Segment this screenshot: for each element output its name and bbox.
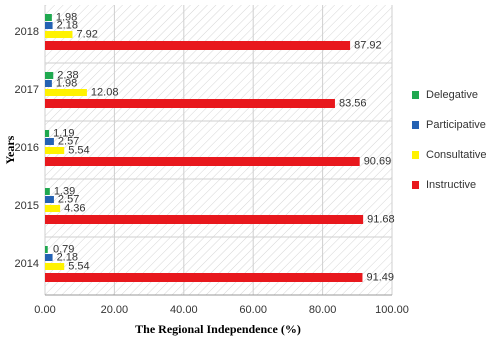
- bar: [45, 188, 50, 195]
- legend-label: Delegative: [426, 89, 478, 101]
- data-label: 2.18: [57, 251, 78, 263]
- bar: [45, 196, 54, 203]
- data-label: 1.98: [56, 77, 77, 89]
- data-label: 1.98: [56, 11, 77, 23]
- legend-label: Consultative: [426, 149, 487, 161]
- bar: [45, 31, 73, 38]
- bar: [45, 138, 54, 145]
- legend-label: Instructive: [426, 179, 476, 191]
- y-tick-label: 2017: [15, 84, 39, 96]
- data-label: 7.92: [76, 28, 97, 40]
- bar: [45, 273, 363, 282]
- bar: [45, 215, 364, 224]
- x-tick-label: 100.00: [375, 304, 409, 316]
- data-label: 2.57: [58, 193, 79, 205]
- bar: [45, 99, 335, 108]
- bar: [45, 254, 53, 261]
- data-label: 5.54: [68, 260, 89, 272]
- bar: [45, 22, 53, 29]
- legend-swatch: [412, 181, 419, 189]
- data-label: 5.54: [68, 144, 89, 156]
- data-label: 0.79: [53, 243, 74, 255]
- x-tick-label: 20.00: [101, 304, 129, 316]
- data-label: 91.68: [367, 213, 395, 225]
- plot-background: [45, 5, 392, 295]
- legend-swatch: [412, 121, 419, 129]
- y-tick-label: 2014: [15, 258, 39, 270]
- bar: [45, 263, 65, 270]
- data-label: 2.38: [57, 69, 78, 81]
- y-axis-title: Years: [3, 135, 17, 164]
- data-label: 2.57: [58, 135, 79, 147]
- bar: [45, 14, 52, 21]
- bar: [45, 147, 65, 154]
- bar: [45, 157, 360, 166]
- bar: [45, 246, 48, 253]
- legend-label: Participative: [426, 119, 486, 131]
- y-tick-label: 2018: [15, 26, 39, 38]
- x-tick-label: 80.00: [309, 304, 337, 316]
- data-label: 1.19: [53, 127, 74, 139]
- data-label: 91.49: [366, 271, 394, 283]
- bar: [45, 72, 54, 79]
- y-tick-label: 2016: [15, 142, 39, 154]
- x-tick-label: 0.00: [34, 304, 55, 316]
- data-label: 83.56: [339, 97, 367, 109]
- data-label: 4.36: [64, 202, 85, 214]
- bar: [45, 205, 61, 212]
- data-label: 87.92: [354, 39, 382, 51]
- bar: [45, 41, 351, 50]
- data-label: 2.18: [57, 19, 78, 31]
- data-label: 12.08: [91, 86, 119, 98]
- data-label: 90.69: [364, 155, 392, 167]
- x-axis-title: The Regional Independence (%): [135, 322, 301, 336]
- data-label: 1.39: [54, 185, 75, 197]
- legend-swatch: [412, 151, 419, 159]
- y-tick-label: 2015: [15, 200, 39, 212]
- x-tick-label: 40.00: [170, 304, 198, 316]
- legend-swatch: [412, 91, 419, 99]
- bar: [45, 80, 52, 87]
- x-tick-label: 60.00: [239, 304, 267, 316]
- bar: [45, 89, 87, 96]
- bar: [45, 130, 50, 137]
